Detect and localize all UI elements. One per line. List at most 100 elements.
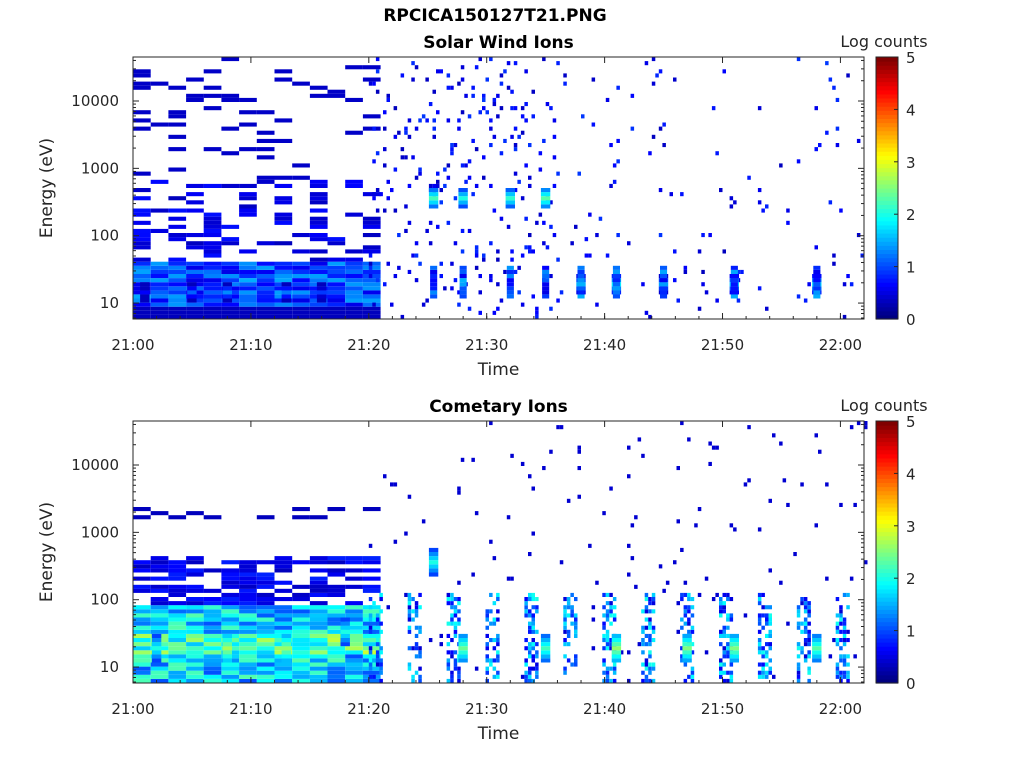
spectrogram-cell — [842, 633, 847, 638]
colorbar-swatch — [876, 478, 898, 483]
spectrogram-cell — [186, 183, 204, 188]
spectrogram-cell — [450, 638, 454, 643]
spectrogram-cell — [292, 310, 310, 315]
spectrogram-cell — [133, 306, 151, 311]
spectrogram-cell — [239, 629, 257, 634]
spectrogram-cell — [761, 592, 765, 597]
spectrogram-cell — [292, 609, 310, 614]
y-tick-label: 1000 — [81, 523, 119, 541]
spectrogram-cell — [807, 642, 811, 647]
colorbar-swatch — [876, 310, 898, 316]
colorbar-swatch — [876, 470, 898, 475]
spectrogram-cell — [687, 609, 691, 614]
spectrogram-cell — [168, 269, 187, 274]
spectrogram-cell — [446, 658, 451, 663]
spectrogram-cell — [309, 278, 328, 283]
spectrogram-cell — [591, 646, 596, 651]
spectrogram-cell — [222, 642, 232, 647]
spectrogram-cell — [362, 588, 381, 593]
spectrogram-cell — [203, 290, 222, 295]
spectrogram-cell — [221, 662, 240, 667]
spectrogram-cell — [428, 556, 439, 561]
spectrogram-cell — [658, 188, 663, 193]
spectrogram-cell — [345, 625, 363, 630]
spectrogram-cell — [605, 613, 610, 618]
spectrogram-cell — [292, 249, 310, 254]
spectrogram-cell — [658, 126, 663, 131]
spectrogram-cell — [531, 629, 535, 634]
spectrogram-cell — [648, 638, 652, 643]
spectrogram-cell — [605, 617, 610, 622]
spectrogram-cell — [772, 674, 776, 679]
spectrogram-cell — [150, 294, 169, 299]
spectrogram-cell — [345, 617, 363, 622]
spectrogram-cell — [368, 625, 373, 630]
spectrogram-cell — [803, 609, 808, 614]
spectrogram-cell — [453, 613, 458, 618]
spectrogram-cell — [383, 282, 387, 287]
spectrogram-cell — [457, 601, 461, 606]
spectrogram-cell — [186, 560, 204, 565]
spectrogram-cell — [375, 654, 380, 659]
spectrogram-cell — [489, 421, 493, 426]
spectrogram-cell — [418, 666, 422, 671]
spectrogram-cell — [450, 601, 454, 606]
spectrogram-cell — [531, 597, 535, 602]
colorbar-swatch — [876, 597, 898, 602]
spectrogram-cell — [719, 662, 723, 667]
spectrogram-cell — [203, 674, 222, 679]
spectrogram-cell — [528, 654, 532, 659]
colorbar-swatch — [876, 261, 898, 267]
spectrogram-cell — [274, 560, 293, 565]
spectrogram-cell — [292, 646, 310, 651]
spectrogram-cell — [372, 192, 376, 197]
spectrogram-cell — [835, 629, 840, 634]
spectrogram-cell — [460, 457, 465, 462]
spectrogram-cell — [690, 625, 695, 630]
spectrogram-cell — [309, 609, 328, 614]
spectrogram-cell — [221, 310, 240, 315]
spectrogram-cell — [492, 134, 497, 139]
spectrogram-cell — [404, 155, 408, 160]
spectrogram-cell — [641, 625, 645, 630]
spectrogram-cell — [796, 642, 801, 647]
spectrogram-cell — [327, 584, 346, 589]
spectrogram-cell — [150, 605, 169, 610]
spectrogram-cell — [239, 314, 257, 319]
spectrogram-cell — [506, 85, 511, 90]
spectrogram-cell — [168, 314, 187, 319]
spectrogram-cell — [842, 638, 847, 643]
spectrogram-cell — [457, 674, 461, 679]
spectrogram-cell — [168, 85, 187, 90]
spectrogram-cell — [563, 625, 567, 630]
colorbar-swatch — [876, 126, 898, 132]
spectrogram-cell — [327, 282, 346, 287]
spectrogram-cell — [535, 609, 539, 614]
spectrogram-cell — [239, 286, 257, 291]
spectrogram-cell — [687, 617, 691, 622]
spectrogram-cell — [835, 621, 840, 626]
spectrogram-cell — [726, 633, 730, 638]
spectrogram-cell — [460, 228, 465, 233]
spectrogram-cell — [517, 265, 521, 270]
spectrogram-cell — [150, 560, 169, 565]
spectrogram-cell — [133, 654, 151, 659]
spectrogram-cell — [256, 138, 275, 143]
spectrogram-cell — [133, 605, 151, 610]
spectrogram-cell — [309, 306, 328, 311]
cometary-ions-panel: 21:00 21:10 21:20 21:30 21:40 21:50 22:0010100… — [37, 396, 928, 744]
colorbar-swatch — [876, 629, 898, 635]
spectrogram-cell — [683, 609, 688, 614]
spectrogram-cell — [221, 605, 240, 610]
spectrogram-cell — [133, 658, 151, 663]
spectrogram-cell — [362, 609, 381, 614]
spectrogram-cell — [676, 629, 680, 634]
spectrogram-cell — [467, 306, 472, 311]
spectrogram-cell — [807, 678, 811, 683]
spectrogram-cell — [327, 89, 346, 94]
spectrogram-cell — [549, 306, 553, 311]
spectrogram-cell — [528, 249, 532, 254]
spectrogram-cell — [482, 93, 486, 98]
spectrogram-cell — [765, 642, 769, 647]
